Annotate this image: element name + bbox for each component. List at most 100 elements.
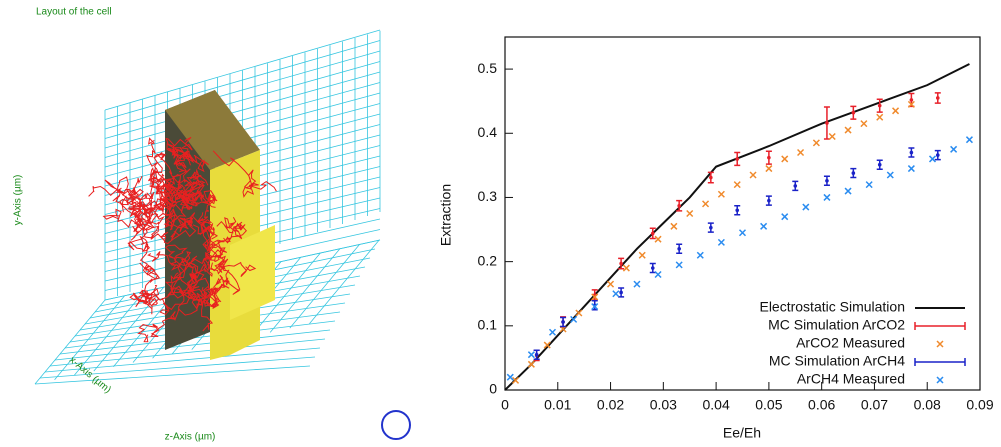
point [670,222,678,230]
x-tick-label: 0.05 [755,397,782,413]
axis-label: y-Axis (µm) [13,175,24,226]
legend-swatch [936,376,944,384]
point [709,175,713,180]
grid-line-3d [104,29,381,111]
point [506,373,514,381]
point [767,198,771,203]
point [696,251,704,259]
track [170,212,214,241]
panel-title: Layout of the cell [36,7,112,18]
track [146,137,186,200]
point [907,165,915,173]
grid-line-3d [44,347,321,373]
x-tick-label: 0 [501,397,509,413]
grid-line-3d [49,338,326,367]
point [575,309,583,317]
point [781,155,789,163]
point [935,153,940,157]
legend-label: ArCO2 Measured [796,335,905,351]
track [202,226,229,273]
point [607,280,615,288]
point [823,193,831,201]
grid-line-3d [104,61,381,139]
track [130,170,161,222]
track [150,151,191,184]
track [147,236,233,268]
track [196,192,218,235]
track [184,168,209,207]
point [619,290,623,295]
point [877,162,882,167]
point [965,136,973,144]
point [735,208,740,213]
point [650,231,655,236]
track [129,262,161,306]
x-tick-label: 0.08 [914,397,941,413]
grid-line-3d [34,365,311,385]
track [121,175,147,213]
point [844,126,852,134]
x-tick-label: 0.03 [650,397,677,413]
grid-line-3d [73,291,145,376]
chart: Extraction Ee/Eh 0 0.1 0.2 0.3 0.4 0.5 0 0.01 0.… [438,36,994,441]
point [638,251,646,259]
point [527,360,535,368]
point [892,107,900,115]
point [909,150,914,155]
point [591,303,599,311]
point [543,341,551,349]
grid-line-3d [289,243,361,329]
track [104,179,171,218]
y-axis-label: Extraction [438,184,454,246]
y-tick-label: 0.1 [478,317,498,333]
point [781,213,789,221]
point [548,328,557,336]
track [134,198,165,231]
point [765,165,773,173]
track [202,254,241,295]
point [749,171,757,179]
point [844,187,852,195]
point [865,181,873,189]
track [163,174,202,231]
point [677,247,681,251]
track [102,208,159,241]
grid-line-3d [104,71,381,149]
point [622,264,630,272]
grid-line-3d [269,248,341,333]
point [802,203,810,211]
point [512,376,520,384]
point [717,238,725,246]
point [876,113,884,121]
grid-line-3d [104,50,381,130]
point [950,145,958,153]
point [767,155,771,160]
point [907,100,915,108]
y-tick-label: 0.3 [478,188,498,204]
point [851,110,856,115]
track [187,277,225,309]
track [165,136,193,165]
legend-swatch [914,322,966,330]
legend-label: MC Simulation ArCH4 [769,353,905,369]
block [230,225,275,320]
axis-label: z-Axis (µm) [165,432,216,443]
grid-line-3d [104,82,381,158]
point [928,155,937,163]
point [735,157,740,161]
track [173,145,210,173]
track [216,217,247,240]
track [127,217,156,276]
point [877,103,882,108]
legend-swatch [914,358,966,366]
point [591,293,599,301]
x-tick-label: 0.02 [597,397,624,413]
legend-swatch [936,340,944,348]
point [860,120,868,128]
point [534,352,539,357]
y-tick-label: 0.2 [478,252,498,268]
grid-line-3d [39,356,316,379]
grid-line-3d [309,239,380,325]
track [165,178,206,216]
grid-line-3d [59,320,336,355]
